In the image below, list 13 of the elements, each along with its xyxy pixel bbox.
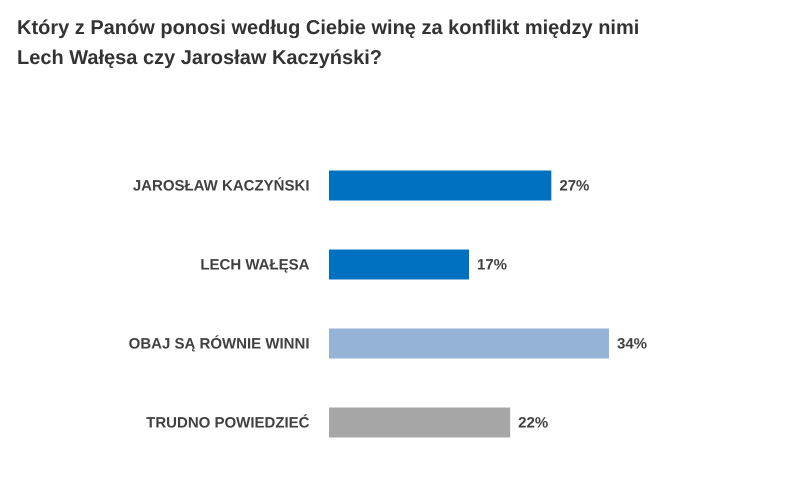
y-tick-label: TRUDNO POWIEDZIEĆ — [146, 414, 310, 432]
chart-title: Który z Panów ponosi według Ciebie winę za konflikt między nimi Lech Wałęsa czy Jarosław Kaczyński? — [17, 17, 640, 69]
y-tick-label: OBAJ SĄ RÓWNIE WINNI — [128, 334, 310, 352]
y-tick-label: JAROSŁAW KACZYŃSKI — [132, 176, 310, 194]
bar — [329, 249, 469, 280]
bar — [329, 407, 510, 438]
data-label: 34% — [617, 336, 648, 352]
data-label: 17% — [477, 256, 508, 274]
y-tick-label: LECH WAŁĘSA — [200, 256, 310, 274]
data-label: 22% — [518, 414, 548, 432]
bar — [329, 328, 609, 359]
data-label: 27% — [559, 178, 590, 194]
bar — [329, 170, 552, 201]
